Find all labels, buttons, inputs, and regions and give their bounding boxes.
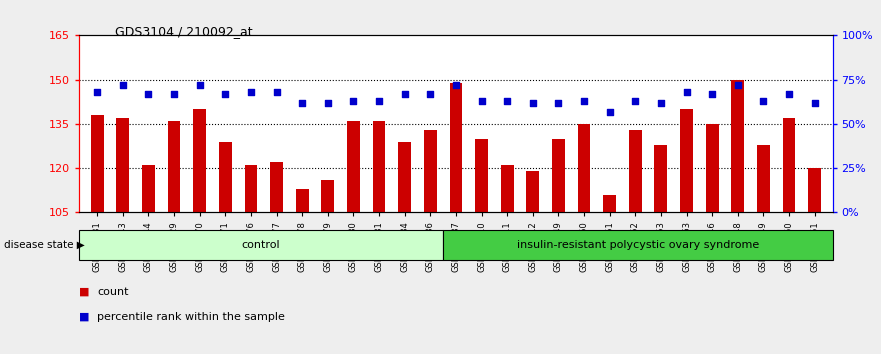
Point <box>295 100 309 105</box>
Point <box>475 98 489 104</box>
Point <box>654 100 668 105</box>
Point <box>218 91 233 97</box>
Point <box>448 82 463 88</box>
Text: ■: ■ <box>79 312 93 322</box>
Bar <box>757 144 770 212</box>
Text: insulin-resistant polycystic ovary syndrome: insulin-resistant polycystic ovary syndr… <box>516 240 759 250</box>
Point <box>115 82 130 88</box>
Point <box>628 98 642 104</box>
Bar <box>322 180 334 212</box>
Point <box>808 100 822 105</box>
Bar <box>142 165 155 212</box>
Text: ■: ■ <box>79 287 93 297</box>
Text: GDS3104 / 210092_at: GDS3104 / 210092_at <box>115 25 252 38</box>
Bar <box>245 165 257 212</box>
Point <box>730 82 744 88</box>
Bar <box>500 165 514 212</box>
Text: control: control <box>241 240 280 250</box>
Point <box>167 91 181 97</box>
Bar <box>552 139 565 212</box>
Point <box>90 89 104 95</box>
Text: disease state ▶: disease state ▶ <box>4 240 85 250</box>
Text: percentile rank within the sample: percentile rank within the sample <box>97 312 285 322</box>
Bar <box>373 121 386 212</box>
Point <box>397 91 411 97</box>
Point <box>423 91 437 97</box>
Bar <box>270 162 283 212</box>
Point <box>552 100 566 105</box>
Bar <box>116 118 130 212</box>
Bar <box>167 121 181 212</box>
Text: count: count <box>97 287 129 297</box>
Point <box>526 100 540 105</box>
Point <box>577 98 591 104</box>
Bar <box>655 144 667 212</box>
Bar <box>91 115 104 212</box>
Bar <box>782 118 796 212</box>
Point <box>270 89 284 95</box>
Bar <box>680 109 693 212</box>
Bar <box>475 139 488 212</box>
Point <box>679 89 693 95</box>
Point <box>346 98 360 104</box>
Point <box>705 91 719 97</box>
Point <box>142 91 156 97</box>
Bar <box>296 189 308 212</box>
Point <box>782 91 796 97</box>
Bar <box>424 130 437 212</box>
Point <box>756 98 770 104</box>
Bar <box>347 121 359 212</box>
Point <box>321 100 335 105</box>
Bar <box>578 124 590 212</box>
Bar <box>218 142 232 212</box>
Point <box>244 89 258 95</box>
Point <box>500 98 515 104</box>
Bar <box>398 142 411 212</box>
Bar <box>706 124 719 212</box>
Point <box>193 82 207 88</box>
Bar <box>526 171 539 212</box>
Bar <box>449 82 463 212</box>
Bar <box>603 195 616 212</box>
Point <box>603 109 617 114</box>
Bar <box>731 80 744 212</box>
Bar <box>193 109 206 212</box>
Bar <box>629 130 641 212</box>
Point <box>372 98 386 104</box>
Bar <box>808 168 821 212</box>
